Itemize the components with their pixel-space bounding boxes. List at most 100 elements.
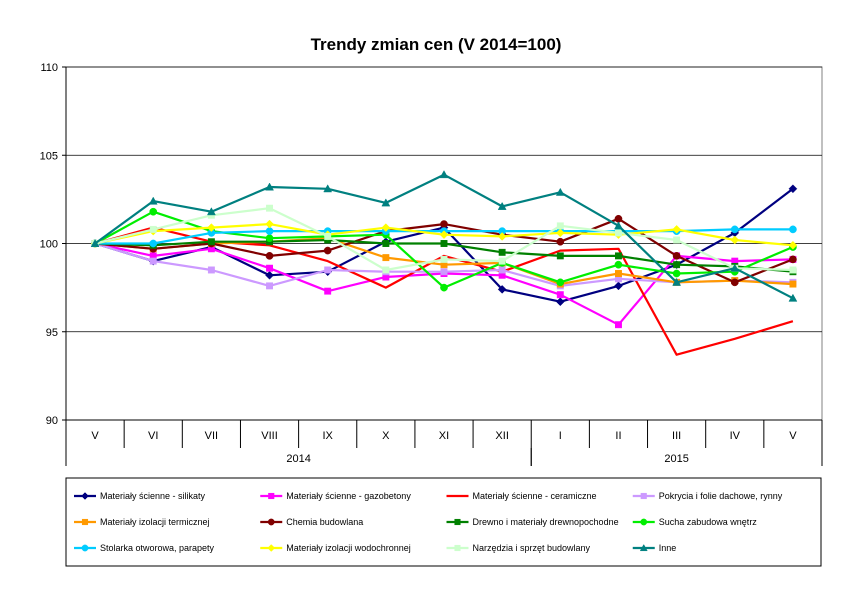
data-point [789, 225, 797, 234]
data-point [730, 235, 740, 245]
data-point [149, 225, 157, 233]
data-point [672, 252, 681, 260]
legend-item: Materiały ścienne - ceramiczne [446, 491, 597, 501]
y-tick-label: 100 [40, 239, 58, 251]
legend-item: Inne [632, 543, 677, 553]
data-point [556, 237, 565, 246]
data-point [789, 280, 797, 288]
data-point [81, 544, 89, 552]
data-point [555, 297, 565, 307]
x-tick-label: VI [148, 430, 158, 442]
data-point [498, 248, 506, 256]
legend-item: Materiały ścienne - gazobetony [260, 491, 411, 501]
data-point [265, 219, 274, 229]
data-point [556, 291, 564, 299]
data-point [440, 283, 448, 292]
legend-label: Materiały ścienne - ceramiczne [473, 491, 597, 501]
data-point [672, 269, 681, 278]
data-point [639, 543, 648, 552]
data-point [672, 277, 682, 286]
y-tick-label: 90 [46, 415, 58, 427]
data-point [148, 196, 158, 205]
legend-label: Drewno i materiały drewnopochodne [473, 517, 619, 527]
data-point [207, 238, 215, 246]
x-tick-label: III [672, 430, 681, 442]
data-point [90, 238, 100, 247]
year-label: 2015 [664, 453, 688, 465]
data-point [454, 544, 461, 552]
data-point [788, 293, 798, 302]
data-point [614, 260, 623, 269]
data-point [324, 287, 332, 295]
data-point [730, 278, 739, 287]
data-point [556, 278, 565, 287]
data-point [614, 214, 623, 223]
data-point [615, 229, 622, 237]
x-tick-label: V [789, 430, 797, 442]
data-point [265, 182, 274, 191]
legend-item: Sucha zabudowa wnętrz [632, 517, 758, 527]
data-point [730, 225, 739, 234]
legend-label: Narzędzia i sprzęt budowlany [473, 543, 591, 553]
x-tick-label: VII [205, 430, 218, 442]
legend-item: Materiały izolacji wodochronnej [260, 543, 411, 553]
legend-box [65, 477, 822, 567]
data-point [382, 254, 390, 262]
data-point [640, 518, 648, 526]
legend-label: Sucha zabudowa wnętrz [659, 517, 758, 527]
series-group [90, 170, 798, 302]
legend-item: Materiały izolacji termicznej [74, 517, 210, 527]
data-point [323, 246, 332, 255]
data-point [673, 236, 681, 244]
data-point [614, 281, 623, 291]
data-point [615, 321, 622, 329]
data-point [265, 234, 274, 243]
data-point [382, 266, 390, 274]
data-point [265, 252, 274, 260]
data-point [440, 255, 448, 263]
legend-label: Inne [659, 543, 677, 553]
data-point [789, 266, 797, 274]
data-point [788, 240, 798, 250]
legend-item: Pokrycia i folie dachowe, rynny [632, 491, 783, 501]
x-tick-label: I [559, 430, 562, 442]
data-point [323, 184, 333, 193]
y-tick-label: 110 [40, 62, 58, 74]
data-point [614, 221, 623, 230]
chart-title: Trendy zmian cen (V 2014=100) [311, 35, 562, 54]
legend-item: Stolarka otworowa, parapety [74, 543, 215, 553]
data-point [207, 266, 215, 274]
data-point [498, 266, 506, 274]
data-point [730, 263, 740, 272]
data-point [497, 201, 507, 210]
data-point [324, 266, 332, 274]
data-point [497, 285, 507, 294]
x-tick-label: XII [495, 430, 508, 442]
legend-item: Materiały ścienne - silikaty [74, 491, 206, 501]
x-tick-label: V [91, 430, 99, 442]
data-point [498, 257, 506, 265]
data-point [266, 264, 273, 272]
legend-label: Chemia budowlana [286, 517, 363, 527]
legend-item: Drewno i materiały drewnopochodne [446, 517, 619, 527]
legend-label: Materiały izolacji termicznej [100, 517, 210, 527]
data-point [267, 518, 275, 526]
data-point [381, 223, 391, 232]
data-point [672, 225, 681, 234]
x-tick-label: X [382, 430, 390, 442]
data-point [81, 518, 89, 526]
data-point [440, 240, 448, 247]
x-tick-label: IX [322, 430, 333, 442]
data-point [324, 232, 332, 240]
data-point [555, 228, 565, 238]
data-point [789, 255, 797, 264]
data-point [615, 270, 622, 277]
data-point [207, 223, 216, 232]
data-point [640, 492, 647, 500]
data-point [439, 230, 449, 240]
data-point [149, 207, 158, 216]
year-label: 2014 [286, 453, 310, 465]
legend-label: Materiały ścienne - silikaty [100, 491, 206, 501]
data-point [555, 187, 565, 196]
